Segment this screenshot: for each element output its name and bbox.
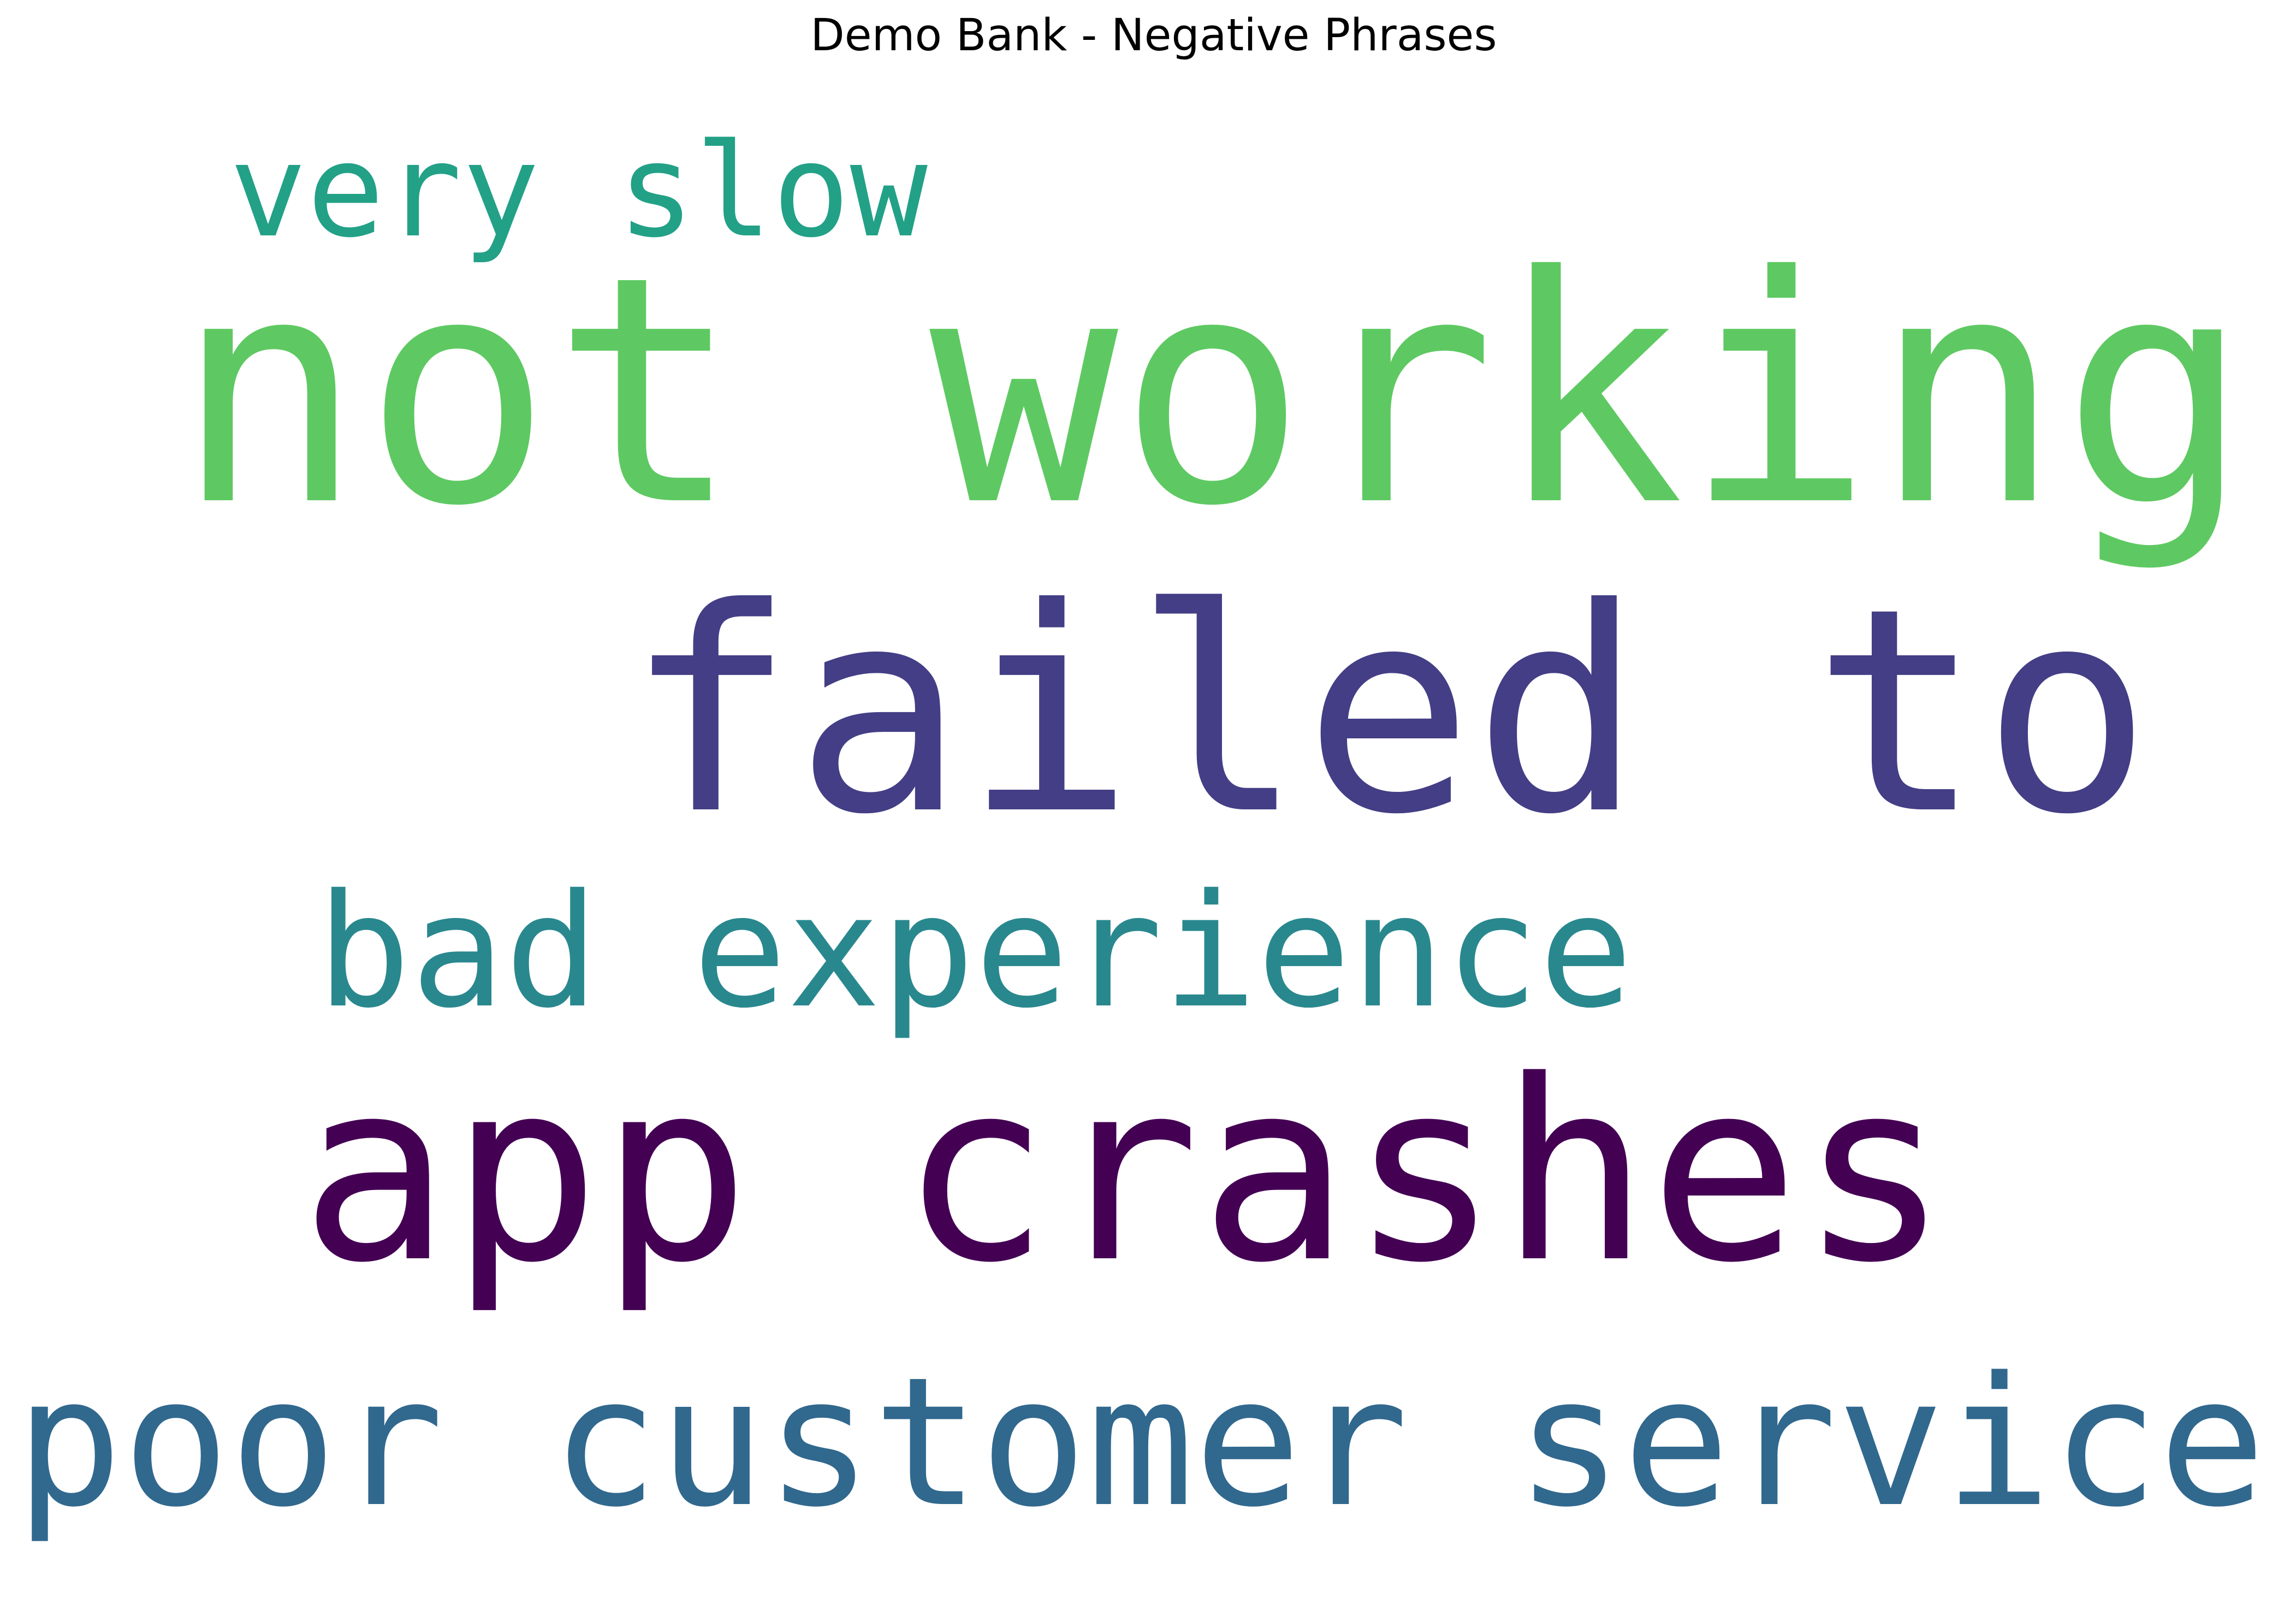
- word: not working: [175, 210, 2250, 575]
- word: failed to: [625, 548, 2152, 876]
- word: bad experience: [317, 861, 1633, 1043]
- word: very slow: [229, 116, 928, 266]
- word: poor customer service: [15, 1339, 2266, 1546]
- word: app crashes: [300, 1027, 1949, 1317]
- title: Demo Bank - Negative Phrases: [810, 10, 1497, 61]
